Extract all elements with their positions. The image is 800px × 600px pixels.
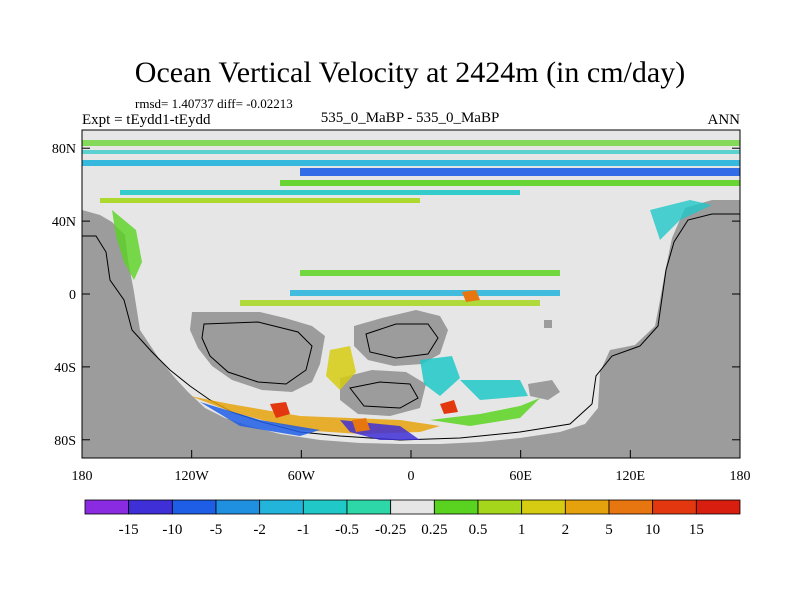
southern-band-2 — [200, 402, 320, 436]
land-west-continent — [82, 200, 740, 458]
colorbar-label: 1 — [518, 522, 526, 538]
inner-sea-band — [326, 346, 356, 390]
arctic-band-1 — [82, 160, 740, 166]
colorbar-label: 0.5 — [469, 522, 488, 538]
east-coast-band — [650, 200, 712, 240]
east-ocean-band — [460, 380, 528, 400]
equatorial-band-1 — [300, 270, 560, 276]
season-label: ANN — [708, 112, 741, 128]
colorbar-label: 2 — [562, 522, 570, 538]
x-tick-label: 120E — [616, 469, 646, 484]
land-continent-c — [340, 370, 426, 416]
x-tick-label: 0 — [408, 469, 415, 484]
arctic-band-7 — [82, 150, 740, 154]
x-axis: 180 120W 60W 0 60E 120E 180 — [72, 450, 751, 484]
y-tick-label: 40S — [54, 361, 76, 376]
y-tick-label: 40N — [52, 215, 76, 230]
colorbar-box — [433, 499, 479, 515]
x-tick-label: 60W — [288, 469, 316, 484]
coastline-east — [591, 213, 740, 405]
colorbar: -15 -10 -5 -2 -1 -0.5 -0.25 0.25 0.5 1 2 5 10 15 — [84, 499, 741, 538]
map-area — [81, 129, 741, 459]
arctic-band-6 — [82, 140, 740, 146]
x-tick-label: 60E — [509, 469, 532, 484]
colorbar-box — [521, 499, 566, 515]
y-axis: 80N 40N 0 40S 80S — [52, 142, 740, 449]
colorbar-box — [84, 499, 130, 515]
colorbar-box — [608, 499, 654, 515]
x-tick-label: 180 — [72, 469, 93, 484]
colorbar-label: -10 — [162, 522, 182, 538]
coastline-inner-c — [349, 381, 419, 409]
colorbar-label: 15 — [689, 522, 704, 538]
colorbar-label: -0.25 — [375, 522, 406, 538]
southern-band-4 — [430, 398, 540, 426]
x-tick-label: 120W — [175, 469, 210, 484]
equatorial-band-3 — [240, 300, 540, 306]
red-spot-1 — [270, 402, 290, 418]
arctic-band-2 — [300, 168, 740, 176]
chart-title: Ocean Vertical Velocity at 2424m (in cm/… — [135, 56, 685, 89]
y-tick-label: 0 — [69, 288, 76, 303]
colorbar-label: 10 — [645, 522, 660, 538]
land-continent-a — [190, 312, 325, 392]
west-coast-band — [112, 210, 142, 280]
colorbar-box — [390, 499, 435, 515]
colorbar-label: -1 — [297, 522, 310, 538]
colorbar-label: -15 — [119, 522, 139, 538]
arctic-band-5 — [100, 198, 420, 203]
colorbar-box — [171, 499, 217, 515]
colorbar-box — [128, 499, 173, 515]
land-island-east — [528, 380, 560, 400]
red-spot-4 — [462, 290, 480, 302]
colorbar-box — [215, 499, 261, 515]
equatorial-band-2 — [290, 290, 560, 296]
colorbar-label: -0.5 — [335, 522, 359, 538]
experiment-label: Expt = tEydd1-tEydd — [82, 112, 211, 128]
period-label: 535_0_MaBP - 535_0_MaBP — [321, 110, 500, 126]
stats-label: rmsd= 1.40737 diff= -0.02213 — [135, 96, 293, 111]
inner-sea-band-2 — [420, 356, 460, 396]
coastline-inner-b — [365, 323, 439, 359]
coastline-inner-a — [201, 321, 313, 385]
arctic-band-4 — [120, 190, 520, 195]
colorbar-label: 5 — [605, 522, 613, 538]
colorbar-label: 0.25 — [421, 522, 447, 538]
colorbar-box — [652, 499, 697, 515]
red-spot-3 — [440, 400, 458, 414]
velocity-field — [82, 140, 740, 440]
colorbar-box — [259, 499, 304, 515]
colorbar-box — [564, 499, 610, 515]
land-island-small — [544, 320, 552, 328]
colorbar-label: -5 — [210, 522, 223, 538]
colorbar-box — [346, 499, 392, 515]
colorbar-box — [477, 499, 523, 515]
red-spot-2 — [352, 418, 370, 432]
colorbar-label: -2 — [253, 522, 266, 538]
y-tick-label: 80S — [54, 434, 76, 449]
colorbar-box — [695, 499, 741, 515]
x-tick-label: 180 — [730, 469, 751, 484]
arctic-band-3 — [280, 180, 740, 186]
colorbar-box — [302, 499, 348, 515]
y-tick-label: 80N — [52, 142, 76, 157]
